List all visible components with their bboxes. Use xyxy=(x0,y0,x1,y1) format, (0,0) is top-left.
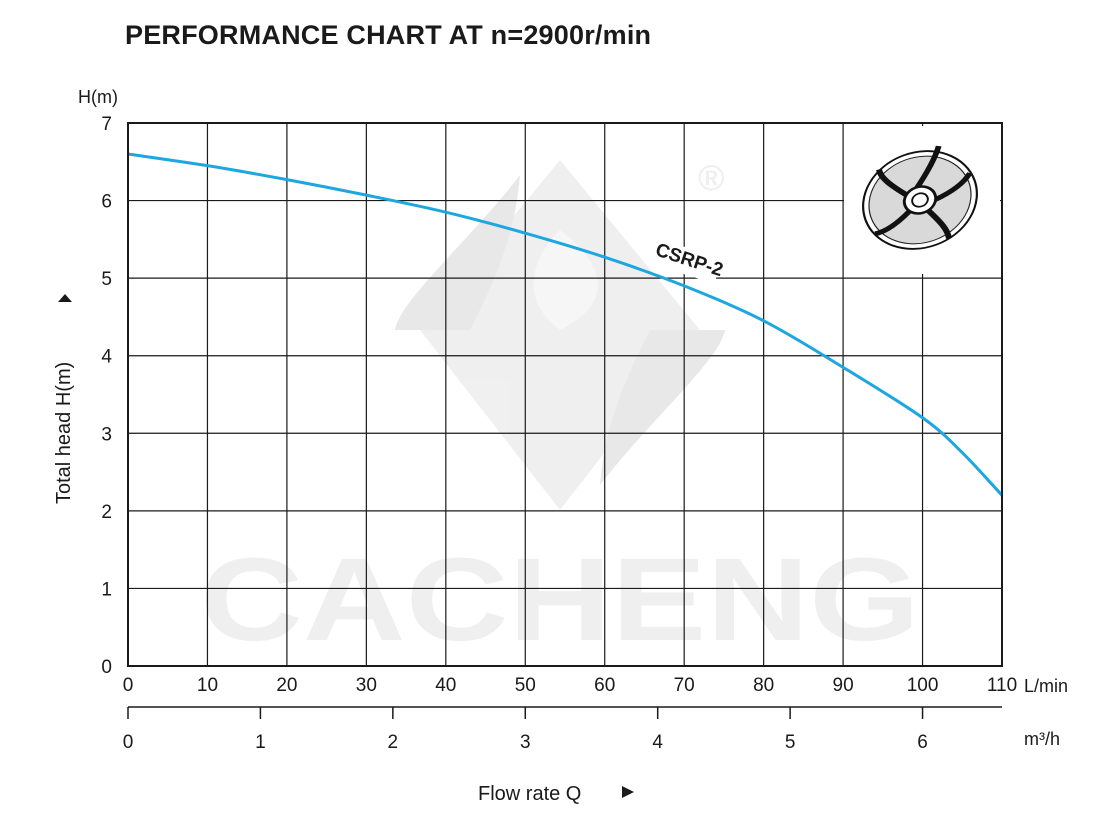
y-tick-label-0: 0 xyxy=(101,657,112,678)
secondary-x-tick-label-2: 2 xyxy=(388,732,399,753)
watermark-registered: ® xyxy=(698,157,725,198)
y-axis-label: Total head H(m) xyxy=(53,362,75,504)
secondary-x-tick-label-3: 3 xyxy=(520,732,531,753)
y-tick-label-2: 2 xyxy=(101,502,112,523)
secondary-x-tick-label-4: 4 xyxy=(652,732,663,753)
x-tick-label-20: 20 xyxy=(276,675,297,696)
secondary-x-tick-label-5: 5 xyxy=(785,732,796,753)
up-arrow-icon xyxy=(58,294,72,302)
x-tick-label-30: 30 xyxy=(356,675,377,696)
series-line-csrp-2 xyxy=(127,152,1004,497)
x-tick-label-110: 110 xyxy=(987,675,1017,696)
x-axis-unit-primary: L/min xyxy=(1024,676,1068,696)
y-axis-unit: H(m) xyxy=(78,87,118,107)
y-tick-label-3: 3 xyxy=(101,424,112,445)
x-tick-label-60: 60 xyxy=(594,675,615,696)
watermark-text: CACHENG xyxy=(200,534,920,666)
x-tick-label-100: 100 xyxy=(907,675,939,696)
secondary-x-tick-label-6: 6 xyxy=(917,732,928,753)
x-tick-label-10: 10 xyxy=(197,675,218,696)
x-tick-label-40: 40 xyxy=(435,675,456,696)
y-tick-label-5: 5 xyxy=(101,269,112,290)
secondary-x-tick-label-1: 1 xyxy=(255,732,266,753)
y-tick-label-1: 1 xyxy=(101,579,112,600)
right-arrow-icon xyxy=(622,786,634,798)
x-axis-label: Flow rate Q xyxy=(478,783,581,805)
y-tick-label-7: 7 xyxy=(101,114,112,135)
impeller-icon xyxy=(844,126,1000,274)
x-tick-label-80: 80 xyxy=(753,675,774,696)
watermark-logo-icon xyxy=(395,160,725,510)
x-tick-label-90: 90 xyxy=(833,675,854,696)
plot-frame xyxy=(127,122,1003,667)
x-axis-unit-secondary: m³/h xyxy=(1024,729,1060,749)
x-tick-label-70: 70 xyxy=(674,675,695,696)
y-tick-label-6: 6 xyxy=(101,192,112,213)
x-tick-label-0: 0 xyxy=(123,675,134,696)
watermark: ® CACHENG xyxy=(200,157,920,666)
y-tick-label-4: 4 xyxy=(101,347,112,368)
x-tick-label-50: 50 xyxy=(515,675,536,696)
secondary-x-tick-label-0: 0 xyxy=(123,732,134,753)
chart-title: PERFORMANCE CHART AT n=2900r/min xyxy=(125,20,652,50)
